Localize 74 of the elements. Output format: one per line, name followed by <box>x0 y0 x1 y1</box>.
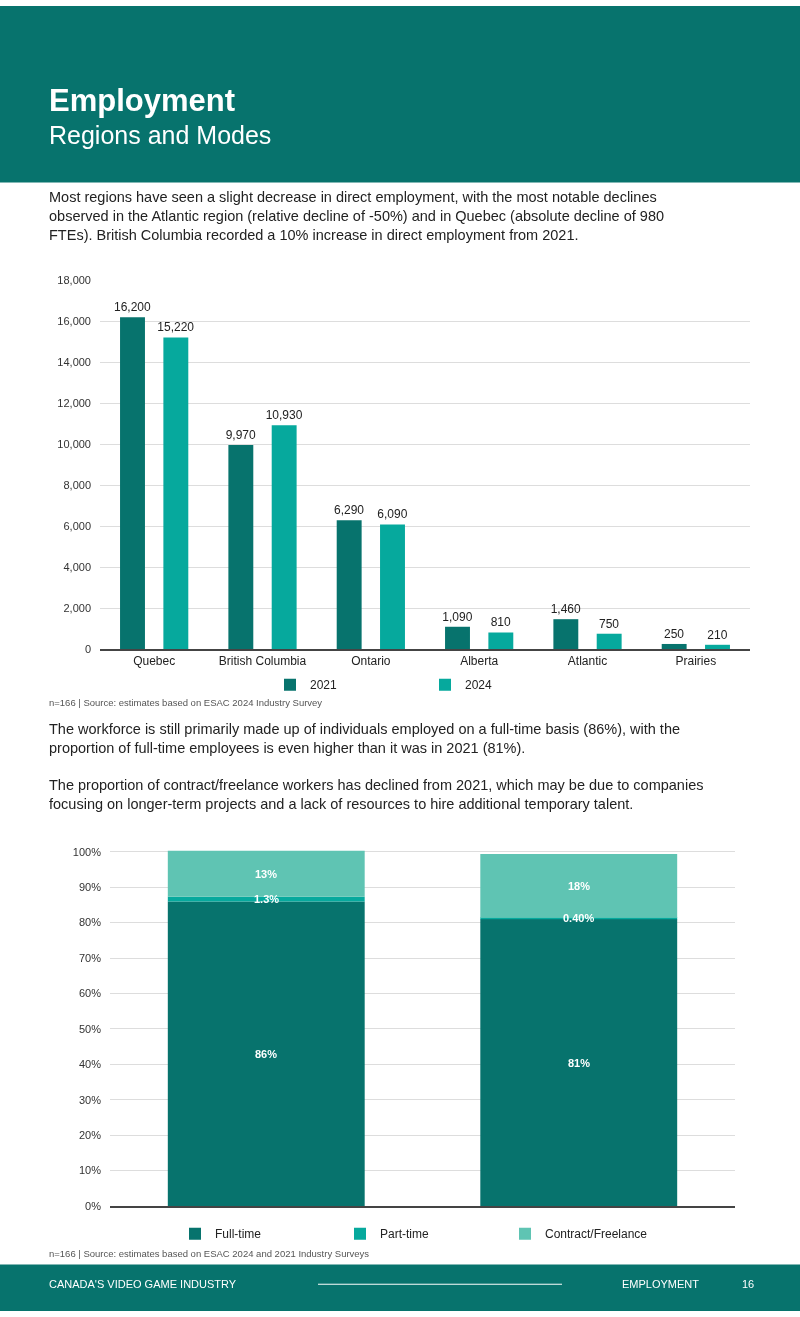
y-tick-label: 30% <box>78 1093 102 1106</box>
data-label: 6,090 <box>377 507 408 522</box>
y-tick-label: 20% <box>78 1128 102 1141</box>
y-tick-label: 14,000 <box>57 356 91 369</box>
x-tick-label: Quebec <box>133 654 176 669</box>
y-tick-label: 10% <box>78 1164 102 1177</box>
bar <box>596 633 622 650</box>
y-tick-label: 12,000 <box>57 397 91 410</box>
x-tick-label: Alberta <box>460 654 499 669</box>
text: The workforce is still primarily made up of individuals employed on a full-time basis (86%), with the proportion of full-time employees is even higher than it was in 2021 (81%). <box>49 721 681 756</box>
bar <box>553 619 579 650</box>
text: Most regions have seen a slight decrease in direct employment, with the most notable declines observed in the Atlantic region (relative decline of -50%) and in Quebec (absolute decline of 980 FTEs). British Columbia recorded a 10% increase in direct employment from 2021. <box>49 189 665 243</box>
data-label: 10,930 <box>265 408 303 423</box>
data-label: 18% <box>568 880 591 892</box>
chart-subtitle: Regions and Modes <box>49 121 272 149</box>
legend-label: Part-time <box>380 1227 429 1242</box>
data-label: 6,290 <box>333 503 365 518</box>
y-tick-label: 80% <box>78 916 102 929</box>
bar <box>661 643 687 650</box>
y-tick-label: 40% <box>78 1058 102 1071</box>
text: 16 <box>742 1278 755 1290</box>
bar <box>120 317 145 650</box>
bar <box>167 901 365 1206</box>
bar <box>336 520 362 650</box>
y-tick-label: 10,000 <box>57 438 91 451</box>
chart-title: Employment <box>49 83 236 118</box>
text: CANADA'S VIDEO GAME INDUSTRY <box>49 1278 237 1290</box>
y-tick-label: 60% <box>78 987 102 1000</box>
bar <box>488 632 514 650</box>
data-label: 1,460 <box>550 602 582 617</box>
y-tick-label: 100% <box>72 845 102 858</box>
data-label: 250 <box>663 626 685 641</box>
bar <box>228 444 254 650</box>
y-tick-label: 90% <box>78 881 102 894</box>
y-tick-label: 50% <box>78 1022 102 1035</box>
data-label: 1.3% <box>254 893 280 905</box>
bar <box>705 644 730 650</box>
data-label: 15,220 <box>157 320 195 335</box>
legend-label: 2021 <box>310 678 338 693</box>
legend-label: 2024 <box>465 678 493 693</box>
y-tick-label: 8,000 <box>63 479 91 492</box>
x-tick-label: Atlantic <box>567 654 608 669</box>
y-tick-label: 0 <box>84 642 91 655</box>
legend-label: Full-time <box>215 1227 262 1242</box>
data-label: 13% <box>255 868 278 880</box>
text: n=166 | Source: estimates based on ESAC 2024 Industry Survey <box>49 697 323 708</box>
data-label: 81% <box>568 1057 591 1069</box>
text: The proportion of contract/freelance workers has declined from 2021, which may be due to companies focusing on longer-term projects and a lack of resources to hire additional temporary talent. <box>49 777 704 812</box>
data-label: 810 <box>490 615 512 630</box>
data-label: 210 <box>707 627 728 642</box>
data-label: 1,090 <box>442 609 473 624</box>
y-tick-label: 0% <box>85 1199 102 1212</box>
data-label: 0.40% <box>563 912 595 924</box>
y-tick-label: 6,000 <box>63 520 91 533</box>
x-tick-label: Prairies <box>675 654 717 669</box>
y-tick-label: 4,000 <box>63 561 91 574</box>
data-label: 9,970 <box>225 427 257 442</box>
y-tick-label: 18,000 <box>57 274 91 287</box>
text: EMPLOYMENT <box>622 1278 700 1290</box>
bar <box>167 850 365 897</box>
bar <box>271 425 297 650</box>
y-tick-label: 70% <box>78 951 102 964</box>
data-label: 86% <box>255 1048 278 1060</box>
x-tick-label: Ontario <box>351 654 391 669</box>
text: n=166 | Source: estimates based on ESAC 2024 and 2021 Industry Surveys <box>49 1248 370 1259</box>
bar <box>380 524 405 650</box>
y-tick-label: 2,000 <box>63 601 91 614</box>
legend-label: Contract/Freelance <box>545 1227 648 1242</box>
data-label: 750 <box>599 616 620 631</box>
x-tick-label: British Columbia <box>218 654 307 669</box>
bar <box>445 626 470 650</box>
y-tick-label: 16,000 <box>57 315 91 328</box>
data-label: 16,200 <box>113 300 152 315</box>
bar <box>163 337 189 650</box>
